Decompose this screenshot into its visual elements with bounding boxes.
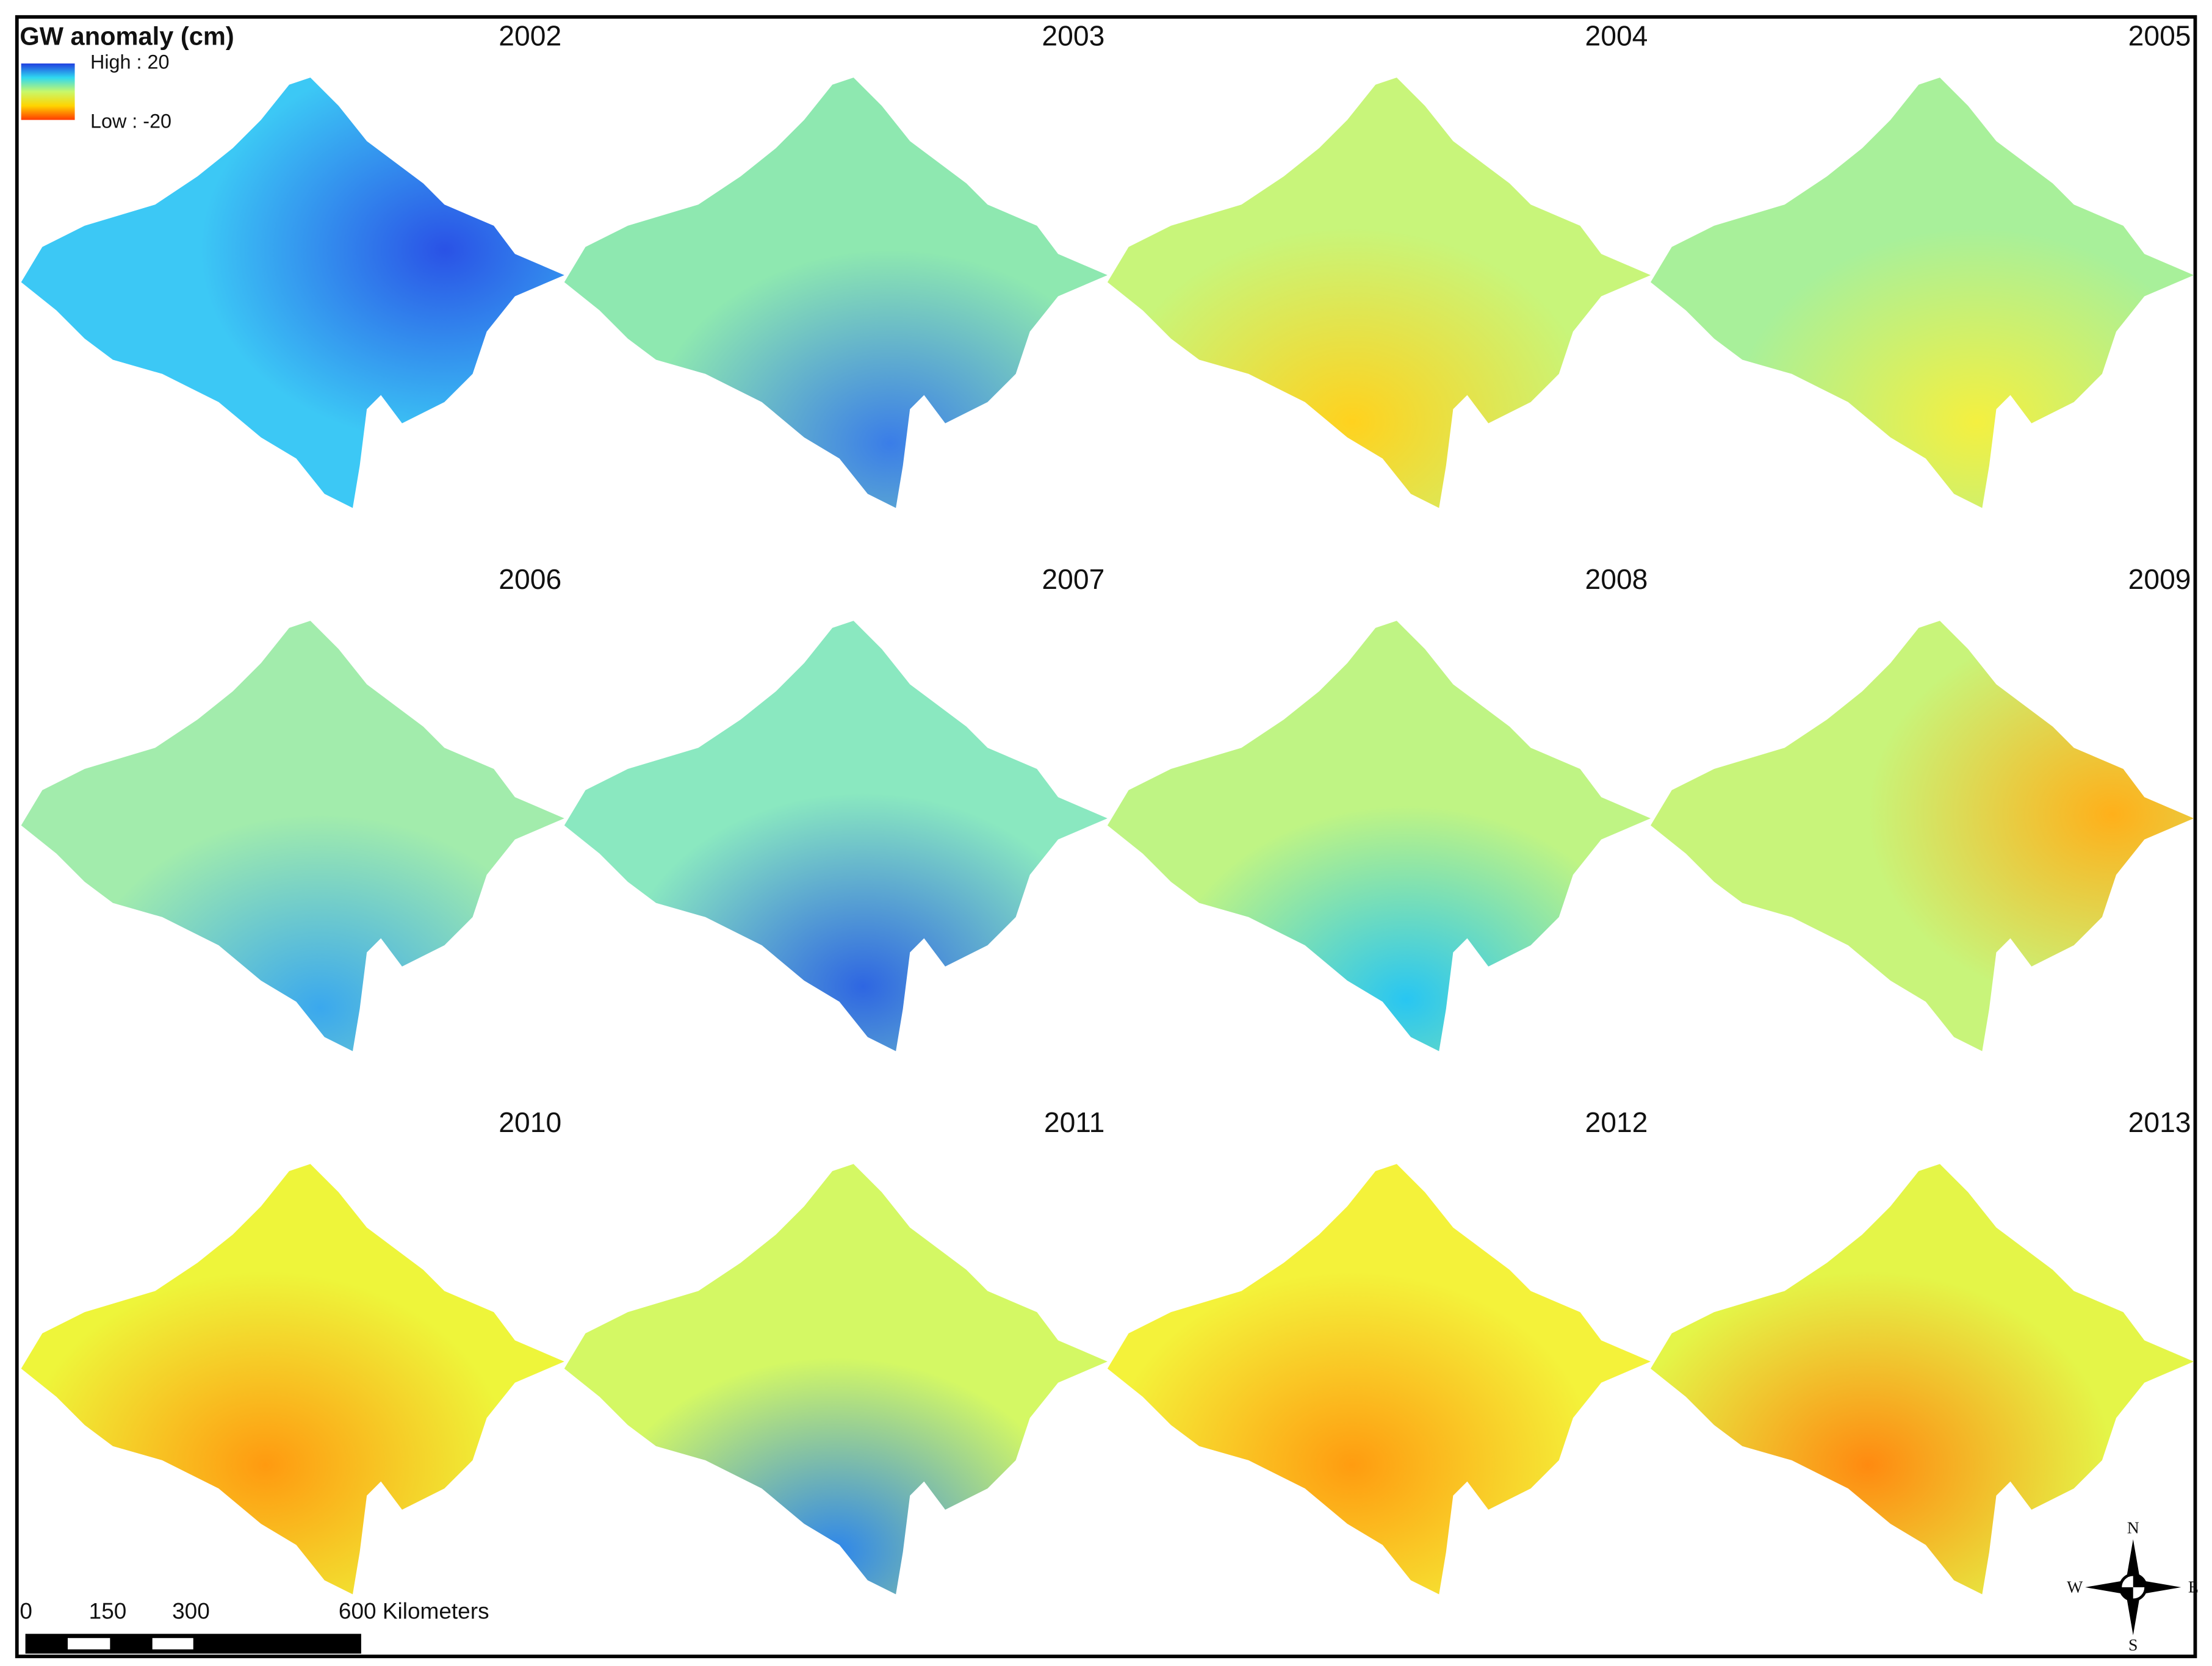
region-shape — [564, 1164, 1108, 1595]
scale-label: 150 — [89, 1598, 127, 1623]
map-panel: 2012 — [1107, 1106, 1651, 1595]
panel-year: 2005 — [2128, 20, 2191, 52]
panel-year: 2004 — [1585, 20, 1648, 52]
region-shape — [21, 1164, 564, 1595]
compass-w: W — [2067, 1578, 2083, 1597]
panel-year: 2003 — [1042, 20, 1104, 52]
map-panel: 2013 — [1651, 1106, 2194, 1595]
map-panel: 2009 — [1651, 563, 2194, 1051]
legend-low: Low : -20 — [90, 110, 171, 132]
map-panel: 2007 — [564, 563, 1108, 1051]
map-panel: 2002 — [21, 20, 564, 508]
legend-high: High : 20 — [90, 51, 170, 73]
region-shape — [1107, 78, 1651, 508]
scale-label: 300 — [172, 1598, 210, 1623]
map-panel: 2011 — [564, 1106, 1108, 1595]
scale-label: 600 Kilometers — [339, 1598, 489, 1623]
panel-year: 2009 — [2128, 563, 2191, 595]
panel-year: 2013 — [2128, 1106, 2191, 1138]
panel-year: 2007 — [1042, 563, 1104, 595]
legend-ramp — [21, 63, 75, 120]
frame — [15, 15, 2197, 1659]
map-panel: 2003 — [564, 20, 1108, 508]
map-panel: 2010 — [21, 1106, 564, 1595]
region-shape — [1107, 1164, 1651, 1595]
compass-n: N — [2127, 1519, 2139, 1538]
compass-s: S — [2128, 1635, 2138, 1654]
region-shape — [564, 78, 1108, 508]
panel-year: 2006 — [499, 563, 561, 595]
map-panel: 2008 — [1107, 563, 1651, 1051]
map-panel: 2004 — [1107, 20, 1651, 508]
region-shape — [564, 621, 1108, 1051]
panel-year: 2008 — [1585, 563, 1648, 595]
region-shape — [1651, 621, 2194, 1051]
map-panel: 2005 — [1651, 20, 2194, 508]
scale-bar: 0 150 300 600 Kilometers — [20, 1598, 489, 1654]
map-panel: 2006 — [21, 563, 564, 1051]
region-shape — [1651, 1164, 2194, 1595]
region-shape — [1107, 621, 1651, 1051]
region-shape — [1651, 78, 2194, 508]
panel-year: 2002 — [499, 20, 561, 52]
scale-label: 0 — [20, 1598, 32, 1623]
compass: N E S W — [2067, 1519, 2199, 1655]
map-title: GW anomaly (cm) — [20, 21, 234, 50]
region-shape — [21, 621, 564, 1051]
panel-year: 2012 — [1585, 1106, 1648, 1138]
panel-year: 2010 — [499, 1106, 561, 1138]
compass-e: E — [2188, 1578, 2199, 1597]
region-shape — [21, 78, 564, 508]
panel-year: 2011 — [1044, 1106, 1104, 1138]
